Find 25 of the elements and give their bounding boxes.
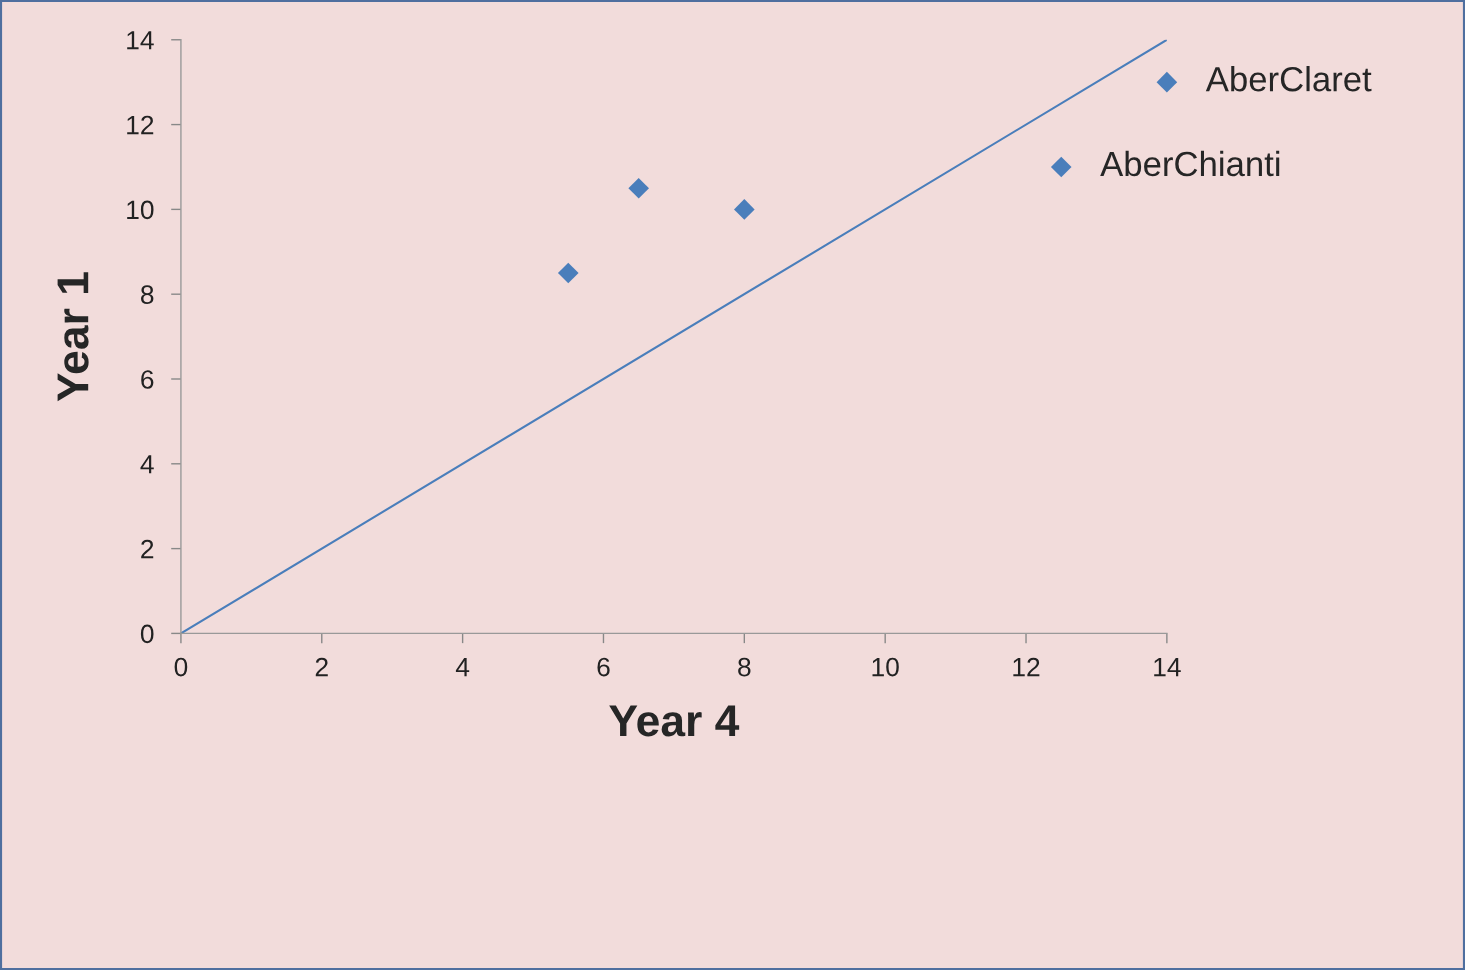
x-tick-label: 14 xyxy=(1154,657,1181,677)
x-tick-label: 2 xyxy=(315,657,328,677)
y-tick-label: 4 xyxy=(140,455,154,474)
y-axis-title: Year 1 xyxy=(57,272,89,402)
point xyxy=(557,262,579,284)
x-axis-title: Year 4 xyxy=(609,705,740,737)
annotation: AberChianti xyxy=(1100,150,1280,177)
y-tick-label: 14 xyxy=(127,31,154,50)
y-tick-label: 6 xyxy=(141,370,154,389)
y-tick-label: 8 xyxy=(141,285,154,305)
annotation: AberClaret xyxy=(1205,65,1372,92)
point xyxy=(1050,156,1072,178)
x-tick-label: 10 xyxy=(872,657,899,677)
x-tick-label: 12 xyxy=(1013,657,1040,677)
y-tick-label: 10 xyxy=(127,200,154,220)
y-tick-label: 0 xyxy=(140,624,154,644)
x-tick-label: 4 xyxy=(455,657,470,677)
point xyxy=(628,177,649,199)
x-tick-label: 8 xyxy=(738,657,751,677)
point xyxy=(1156,71,1178,93)
y-tick-label: 12 xyxy=(127,115,154,135)
point xyxy=(734,199,755,220)
x-tick-label: 6 xyxy=(597,657,610,677)
x-tick-label: 0 xyxy=(174,657,188,677)
y-tick-label: 2 xyxy=(141,539,154,559)
